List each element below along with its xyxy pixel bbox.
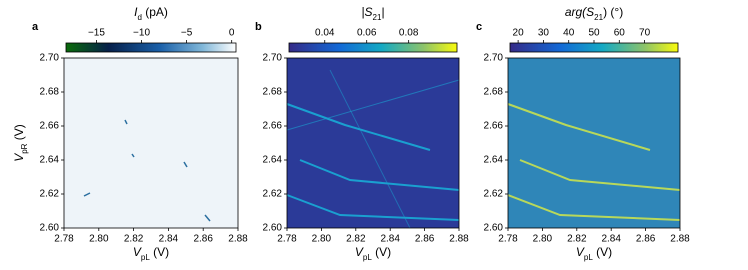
y-tick-label: 2.68: [263, 87, 283, 98]
label-part: 21: [594, 13, 603, 22]
label-part: |S: [361, 5, 372, 19]
x-tick-label: 2.80: [89, 234, 109, 245]
heatmap-image: [287, 58, 459, 228]
y-tick-label: 2.60: [40, 223, 60, 234]
label-part: (pA): [142, 5, 168, 19]
colorbar-tick-label: 20: [513, 28, 525, 39]
x-tick-label: 2.86: [415, 234, 435, 245]
y-tick-label: 2.68: [40, 87, 60, 98]
label-part: (V): [12, 124, 26, 143]
x-tick-label: 2.86: [193, 234, 213, 245]
label-part: pL: [363, 253, 372, 262]
label-part: pL: [141, 253, 150, 262]
colorbar: [509, 42, 679, 53]
y-tick-label: 2.62: [484, 189, 504, 200]
x-tick-label: 2.88: [228, 234, 248, 245]
colorbar-label: |S21|: [361, 5, 384, 21]
label-part: V: [133, 245, 142, 259]
y-tick-label: 2.70: [484, 53, 504, 64]
colorbar-tick-label: 50: [588, 28, 600, 39]
colorbar-tick-label: −5: [181, 28, 193, 39]
x-tick-label: 2.82: [346, 234, 366, 245]
label-part: pR: [20, 143, 29, 153]
label-part: (V): [150, 245, 169, 259]
x-tick-label: 2.80: [533, 234, 553, 245]
label-part: pL: [584, 253, 593, 262]
label-part: V: [12, 153, 26, 162]
x-tick-label: 2.84: [380, 234, 400, 245]
y-tick-label: 2.66: [263, 121, 283, 132]
y-tick-label: 2.62: [263, 189, 283, 200]
x-tick-label: 2.80: [312, 234, 332, 245]
label-part: d: [137, 13, 141, 22]
label-part: (V): [372, 245, 391, 259]
plot-frame: [63, 57, 239, 229]
label-part: (V): [593, 245, 612, 259]
heatmap-features: [83, 119, 211, 222]
panel-letter: c: [476, 21, 482, 33]
y-tick-label: 2.64: [40, 155, 60, 166]
y-tick-label: 2.66: [484, 121, 504, 132]
y-tick-label: 2.62: [40, 189, 60, 200]
x-tick-label: 2.84: [159, 234, 179, 245]
colorbar-tick-label: 70: [639, 28, 651, 39]
colorbar-tick-label: 60: [614, 28, 626, 39]
plot-frame: [507, 57, 681, 229]
colorbar-tick-label: 30: [538, 28, 550, 39]
colorbar-label: arg(S21) (°): [565, 5, 623, 21]
x-tick-label: 2.82: [124, 234, 144, 245]
y-tick-label: 2.64: [263, 155, 283, 166]
heatmap-features: [507, 103, 681, 221]
label-part: |: [381, 5, 384, 19]
label-part: V: [355, 245, 364, 259]
y-tick-label: 2.68: [484, 87, 504, 98]
colorbar-tick-label: 0.08: [399, 28, 419, 39]
colorbar-tick-label: 0: [229, 28, 235, 39]
x-axis-label: VpL (V): [576, 245, 612, 261]
label-part: 21: [373, 13, 382, 22]
colorbar-tick-label: 40: [563, 28, 575, 39]
x-tick-label: 2.82: [567, 234, 587, 245]
y-tick-label: 2.70: [40, 53, 60, 64]
colorbar: [288, 42, 458, 53]
label-part: I: [134, 5, 138, 19]
x-tick-label: 2.84: [601, 234, 621, 245]
panel-letter: a: [32, 21, 39, 33]
colorbar: [65, 42, 237, 53]
x-tick-label: 2.78: [277, 234, 297, 245]
colorbar-tick-label: −15: [88, 28, 105, 39]
x-tick-label: 2.86: [636, 234, 656, 245]
plot-frame: [286, 57, 460, 229]
panel-letter: b: [255, 21, 262, 33]
y-tick-label: 2.70: [263, 53, 283, 64]
heatmap-image: [508, 58, 680, 228]
colorbar-label: Id (pA): [134, 5, 168, 21]
y-axis-label: VpR (V): [12, 124, 28, 162]
label-part: arg(S: [565, 5, 594, 19]
x-axis-label: VpL (V): [355, 245, 391, 261]
x-tick-label: 2.88: [449, 234, 469, 245]
y-tick-label: 2.60: [263, 223, 283, 234]
colorbar-tick-label: 0.04: [315, 28, 335, 39]
x-tick-label: 2.88: [670, 234, 690, 245]
x-tick-label: 2.78: [54, 234, 74, 245]
colorbar-tick-label: −10: [133, 28, 150, 39]
colorbar-tick-label: 0.06: [357, 28, 377, 39]
x-tick-label: 2.78: [498, 234, 518, 245]
y-tick-label: 2.66: [40, 121, 60, 132]
y-tick-label: 2.64: [484, 155, 504, 166]
y-tick-label: 2.60: [484, 223, 504, 234]
label-part: V: [576, 245, 585, 259]
heatmap-features: [286, 69, 460, 229]
label-part: ) (°): [603, 5, 623, 19]
heatmap-image: [64, 58, 238, 228]
x-axis-label: VpL (V): [133, 245, 169, 261]
